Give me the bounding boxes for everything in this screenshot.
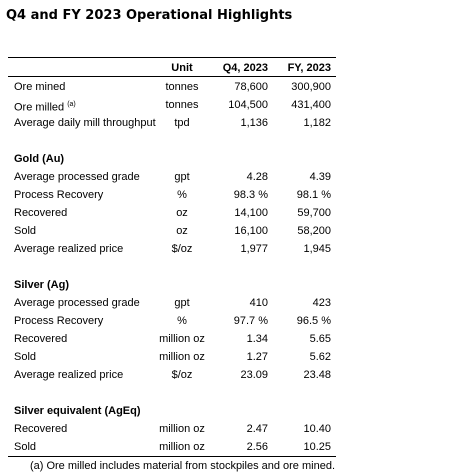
cell: tpd [174, 117, 190, 129]
row-label: Recovered [14, 423, 68, 435]
cell: million oz [159, 423, 205, 435]
rule [8, 456, 336, 457]
cell: 1,977 [240, 243, 268, 255]
cell: % [177, 315, 187, 327]
section-heading: Gold (Au) [14, 153, 65, 165]
row-label: Average processed grade [14, 297, 140, 309]
cell: million oz [159, 333, 205, 345]
cell: 300,900 [291, 81, 331, 93]
cell: 23.48 [303, 369, 331, 381]
cell: 14,100 [234, 207, 268, 219]
row-label: Process Recovery [14, 315, 104, 327]
cell: 104,500 [228, 99, 268, 111]
cell: 4.39 [309, 171, 331, 183]
row-label: Sold [14, 441, 37, 453]
cell: million oz [159, 351, 205, 363]
cell: 2.56 [246, 441, 268, 453]
rule [8, 76, 336, 77]
cell: 98.1 % [296, 189, 331, 201]
row-label: Average daily mill throughput [14, 117, 156, 129]
row-label: Sold [14, 225, 37, 237]
row-label: Process Recovery [14, 189, 104, 201]
cell: 423 [312, 297, 331, 309]
cell: gpt [174, 171, 190, 183]
cell: 5.62 [309, 351, 331, 363]
footnote: (a) Ore milled includes material from st… [29, 460, 335, 472]
rule [8, 57, 336, 58]
title: Q4 and FY 2023 Operational Highlights [6, 8, 293, 23]
cell: 96.5 % [296, 315, 331, 327]
row-label: Average realized price [14, 243, 124, 255]
cell: 78,600 [234, 81, 268, 93]
cell: oz [176, 207, 188, 219]
cell: 98.3 % [233, 189, 268, 201]
cell: 1,136 [240, 117, 268, 129]
cell: % [177, 189, 187, 201]
cell: 1,182 [303, 117, 331, 129]
section-heading: Silver equivalent (AgEq) [14, 405, 141, 417]
cell: 59,700 [297, 207, 331, 219]
section-heading: Silver (Ag) [14, 279, 70, 291]
column-header: Q4, 2023 [222, 62, 268, 74]
cell: tonnes [165, 99, 199, 111]
column-header: FY, 2023 [287, 62, 331, 74]
row-label: Ore milled (a) [14, 101, 76, 114]
cell: 97.7 % [233, 315, 268, 327]
row-label: Sold [14, 351, 37, 363]
cell: 2.47 [246, 423, 268, 435]
row-label: Ore mined [14, 81, 66, 93]
cell: gpt [174, 297, 190, 309]
cell: 1,945 [303, 243, 331, 255]
footnote-marker: (a) [67, 101, 76, 108]
cell: 16,100 [234, 225, 268, 237]
cell: $/oz [171, 243, 193, 255]
cell: 4.28 [246, 171, 268, 183]
cell: oz [176, 225, 188, 237]
cell: $/oz [171, 369, 193, 381]
row-label: Average realized price [14, 369, 124, 381]
cell: million oz [159, 441, 205, 453]
cell: tonnes [165, 81, 199, 93]
cell: 10.25 [303, 441, 331, 453]
cell: 1.27 [246, 351, 268, 363]
cell: 5.65 [309, 333, 331, 345]
cell: 431,400 [291, 99, 331, 111]
row-label: Recovered [14, 207, 68, 219]
cell: 23.09 [240, 369, 268, 381]
cell: 410 [249, 297, 268, 309]
column-header: Unit [171, 62, 193, 74]
cell: 10.40 [303, 423, 331, 435]
cell: 1.34 [246, 333, 268, 345]
row-label: Average processed grade [14, 171, 140, 183]
cell: 58,200 [297, 225, 331, 237]
row-label: Recovered [14, 333, 68, 345]
